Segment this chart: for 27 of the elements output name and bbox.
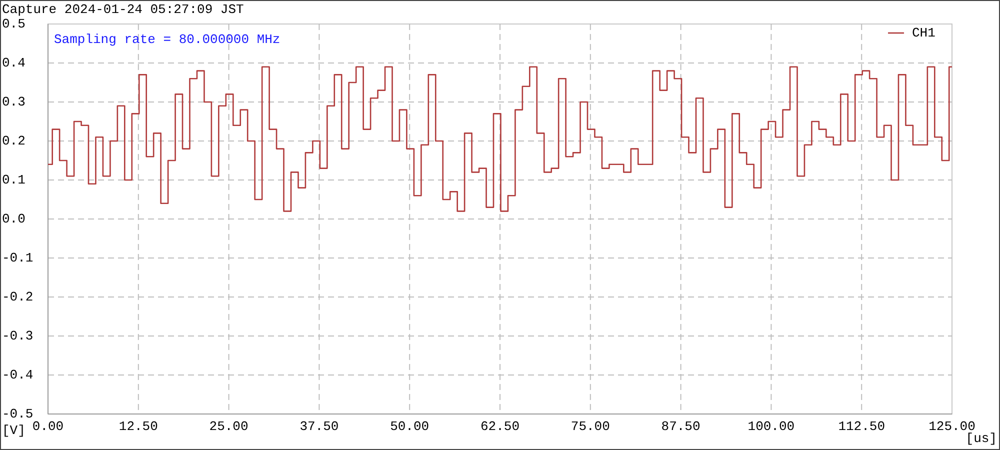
y-tick-label: -0.4 [2,367,34,382]
y-tick-label: 0.2 [2,133,26,148]
y-axis-title: [V] [2,423,26,438]
y-tick-label: -0.3 [2,328,34,344]
x-tick-label: 12.50 [118,419,158,434]
x-tick-label: 100.00 [748,419,795,434]
x-tick-label: 25.00 [209,419,248,434]
x-tick-label: 112.50 [838,419,886,434]
x-tick-label: 50.00 [390,419,430,434]
x-tick-label: 125.00 [928,419,976,434]
x-tick-label: 75.00 [570,419,610,434]
annotation: Sampling rate = 80.000000 MHz [54,32,280,47]
x-axis-title: [us] [966,431,997,446]
chart-title: Capture 2024-01-24 05:27:09 JST [2,2,244,17]
y-tick-label: 0.3 [2,94,26,110]
y-tick-label: -0.5 [2,406,34,422]
y-tick-label: 0.1 [2,172,26,188]
y-tick-label: -0.1 [2,250,34,266]
y-tick-label: 0.5 [2,16,26,32]
y-tick-label: 0.4 [2,55,26,70]
y-tick-label: -0.2 [2,289,34,304]
x-tick-label: 62.50 [480,419,520,434]
x-tick-label: 0.00 [32,419,64,434]
y-tick-label: 0.0 [2,211,26,226]
legend-label: CH1 [912,25,936,40]
x-tick-label: 37.50 [300,419,339,434]
x-tick-label: 87.50 [661,419,700,434]
